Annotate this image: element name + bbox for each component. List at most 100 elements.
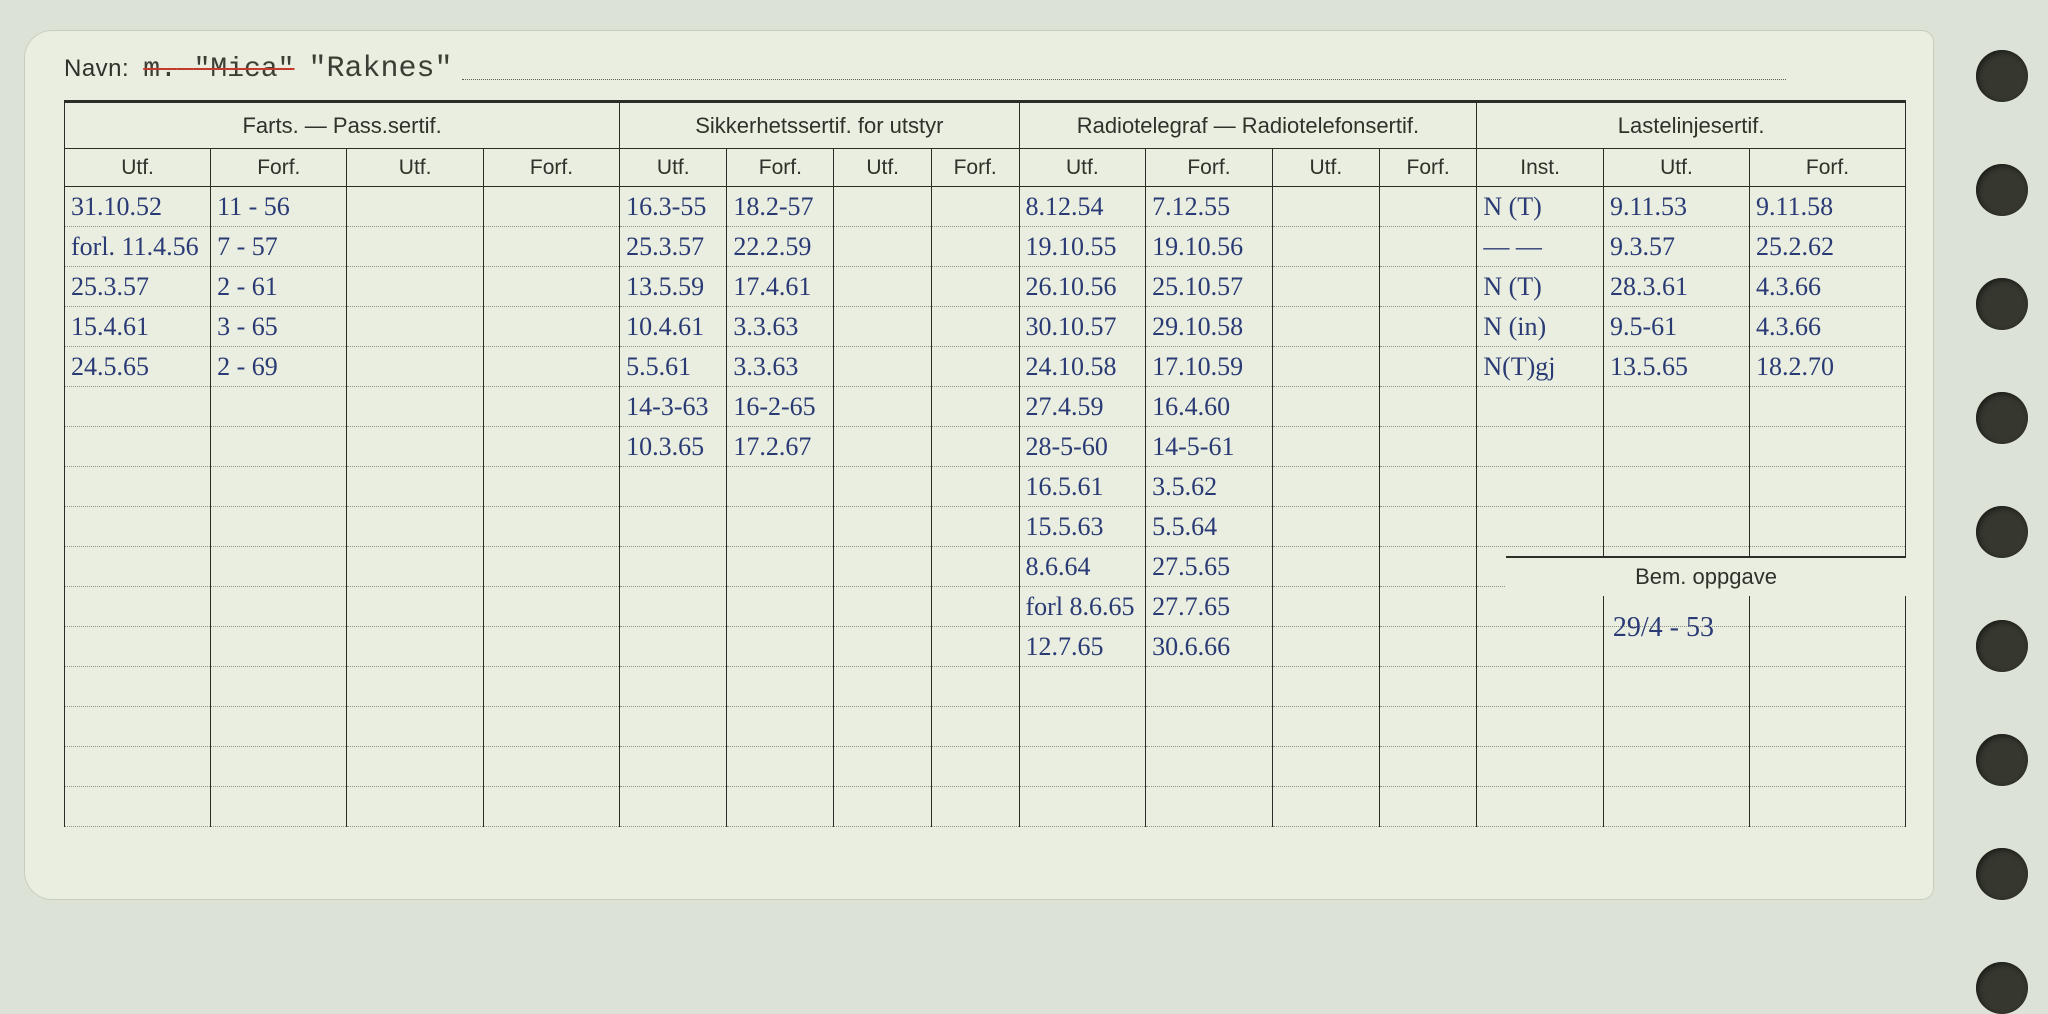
table-cell xyxy=(211,547,347,587)
table-cell xyxy=(1272,627,1379,667)
table-cell xyxy=(1379,707,1476,747)
table-row: forl. 11.4.567 - 5725.3.5722.2.5919.10.5… xyxy=(65,227,1906,267)
table-cell: 15.4.61 xyxy=(65,307,211,347)
table-cell xyxy=(1477,707,1604,747)
table-cell xyxy=(211,467,347,507)
table-cell: N(T)gj xyxy=(1477,347,1604,387)
table-cell: 28-5-60 xyxy=(1019,427,1146,467)
table-cell: 24.10.58 xyxy=(1019,347,1146,387)
table-cell xyxy=(727,507,834,547)
index-card: Navn: m. "Mica" "Raknes" Farts. — Pass.s… xyxy=(24,30,1934,900)
group-sikkerhet: Sikkerhetssertif. for utstyr xyxy=(620,103,1019,149)
table-cell: 16.5.61 xyxy=(1019,467,1146,507)
table-cell: 27.7.65 xyxy=(1146,587,1273,627)
table-row: 24.5.652 - 695.5.613.3.6324.10.5817.10.5… xyxy=(65,347,1906,387)
table-cell xyxy=(1750,507,1906,547)
table-cell xyxy=(834,427,931,467)
table-cell xyxy=(483,267,619,307)
table-cell: 5.5.64 xyxy=(1146,507,1273,547)
table-cell xyxy=(483,307,619,347)
table-cell xyxy=(211,587,347,627)
table-cell xyxy=(1603,787,1749,827)
table-cell xyxy=(931,547,1019,587)
col-utf-1: Utf. xyxy=(65,149,211,187)
table-cell xyxy=(1477,507,1604,547)
table-cell xyxy=(1272,227,1379,267)
table-cell xyxy=(483,547,619,587)
table-cell xyxy=(727,747,834,787)
table-cell: N (T) xyxy=(1477,187,1604,227)
name-row: Navn: m. "Mica" "Raknes" xyxy=(64,52,1906,102)
table-cell: 2 - 69 xyxy=(211,347,347,387)
col-forf-7: Forf. xyxy=(1750,149,1906,187)
table-cell xyxy=(347,507,483,547)
group-lastelinje: Lastelinjesertif. xyxy=(1477,103,1906,149)
table-cell: 11 - 56 xyxy=(211,187,347,227)
col-utf-7: Utf. xyxy=(1603,149,1749,187)
table-cell xyxy=(1272,747,1379,787)
table-cell xyxy=(211,747,347,787)
table-cell: 18.2-57 xyxy=(727,187,834,227)
table-cell: 3 - 65 xyxy=(211,307,347,347)
table-cell: 8.12.54 xyxy=(1019,187,1146,227)
table-cell xyxy=(1603,427,1749,467)
punch-hole xyxy=(1976,848,2028,900)
table-cell xyxy=(1379,427,1476,467)
table-cell xyxy=(1272,427,1379,467)
col-utf-5: Utf. xyxy=(1019,149,1146,187)
table-cell xyxy=(1603,747,1749,787)
table-row xyxy=(65,667,1906,707)
table-cell: 27.4.59 xyxy=(1019,387,1146,427)
table-cell: forl. 11.4.56 xyxy=(65,227,211,267)
table-cell xyxy=(211,627,347,667)
table-row xyxy=(65,787,1906,827)
table-cell: 16-2-65 xyxy=(727,387,834,427)
table-cell xyxy=(727,707,834,747)
col-forf-3: Forf. xyxy=(727,149,834,187)
subheader-row: Utf. Forf. Utf. Forf. Utf. Forf. Utf. Fo… xyxy=(65,149,1906,187)
table-cell xyxy=(211,667,347,707)
table-cell: 15.5.63 xyxy=(1019,507,1146,547)
table-cell xyxy=(1272,787,1379,827)
table-cell xyxy=(931,507,1019,547)
table-cell xyxy=(1477,427,1604,467)
vessel-prefix: m. xyxy=(143,54,177,85)
table-cell xyxy=(620,667,727,707)
table-cell xyxy=(834,267,931,307)
table-cell xyxy=(1272,307,1379,347)
punch-hole xyxy=(1976,620,2028,672)
col-forf-6: Forf. xyxy=(1379,149,1476,187)
table-row: 14-3-6316-2-6527.4.5916.4.60 xyxy=(65,387,1906,427)
table-cell: 7.12.55 xyxy=(1146,187,1273,227)
table-cell xyxy=(1272,467,1379,507)
table-cell xyxy=(834,707,931,747)
table-cell xyxy=(1272,267,1379,307)
table-cell xyxy=(1379,587,1476,627)
table-row: 31.10.5211 - 5616.3-5518.2-578.12.547.12… xyxy=(65,187,1906,227)
table-cell xyxy=(1750,667,1906,707)
table-cell: 4.3.66 xyxy=(1750,267,1906,307)
table-cell xyxy=(347,387,483,427)
punch-hole xyxy=(1976,278,2028,330)
table-row: 15.4.613 - 6510.4.613.3.6330.10.5729.10.… xyxy=(65,307,1906,347)
table-cell xyxy=(65,627,211,667)
table-cell xyxy=(1379,787,1476,827)
table-cell xyxy=(1750,467,1906,507)
table-cell xyxy=(1603,507,1749,547)
punch-hole xyxy=(1976,164,2028,216)
table-cell xyxy=(620,627,727,667)
table-cell xyxy=(1019,747,1146,787)
col-forf-4: Forf. xyxy=(931,149,1019,187)
table-cell: 5.5.61 xyxy=(620,347,727,387)
table-cell: 17.4.61 xyxy=(727,267,834,307)
table-cell xyxy=(483,467,619,507)
table-cell xyxy=(1146,747,1273,787)
table-cell xyxy=(1477,387,1604,427)
table-cell xyxy=(834,667,931,707)
table-cell xyxy=(1379,627,1476,667)
table-cell xyxy=(1272,587,1379,627)
table-cell xyxy=(1750,387,1906,427)
table-cell xyxy=(347,307,483,347)
table-cell xyxy=(211,707,347,747)
table-cell xyxy=(834,387,931,427)
